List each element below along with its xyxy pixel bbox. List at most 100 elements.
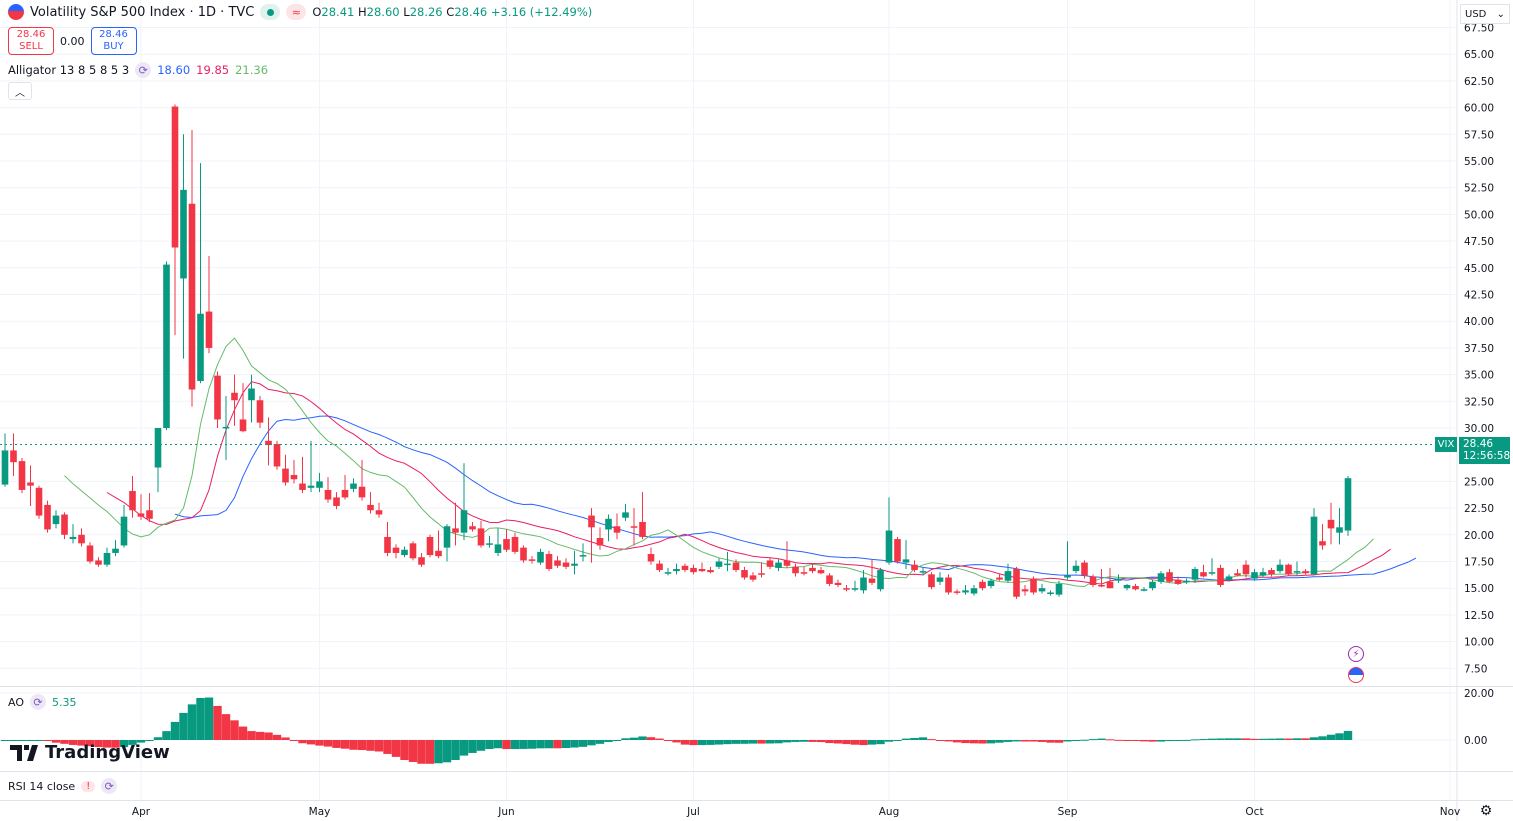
ao-bar [43, 740, 52, 741]
candle-body [52, 515, 60, 525]
candle-body [265, 440, 272, 446]
buy-label: BUY [103, 41, 124, 52]
collapse-legend-button[interactable]: ︿ [8, 82, 32, 100]
candle-body [707, 570, 714, 573]
loading-cycle-icon: ⟳ [30, 694, 46, 710]
candle-body [86, 545, 94, 562]
ao-bar [578, 740, 588, 747]
ao-bar [196, 697, 205, 740]
ao-bar [935, 740, 945, 741]
last-price: 28.46 [1463, 438, 1494, 450]
ao-bar [1097, 738, 1106, 740]
ao-bar [1012, 740, 1021, 742]
ao-legend[interactable]: AO ⟳ 5.35 [8, 694, 77, 710]
market-open-icon[interactable] [260, 4, 281, 20]
candle-body [1344, 478, 1352, 531]
ao-bar [187, 704, 197, 740]
ao-bar [663, 740, 673, 741]
price-tick-label: 42.50 [1464, 290, 1494, 302]
candle-body [596, 538, 604, 546]
ao-bar [1037, 740, 1047, 742]
us-flag-icon [8, 4, 24, 20]
ao-bar [153, 737, 163, 740]
price-tick-label: 20.00 [1464, 530, 1494, 542]
currency-select[interactable]: USD ⌄ [1460, 4, 1510, 24]
candle-body [843, 588, 850, 590]
price-tick-label: 7.50 [1464, 663, 1487, 675]
candle-body [205, 311, 213, 348]
time-tick-label: Oct [1245, 806, 1263, 818]
ao-bar [859, 740, 868, 746]
candle-body [605, 518, 612, 530]
ao-bar [1046, 740, 1055, 743]
candle-body [894, 539, 901, 562]
candle-body [715, 561, 723, 567]
candle-body [392, 547, 400, 553]
candle-body [27, 482, 34, 486]
candle-body [1013, 568, 1020, 597]
candle-body [571, 563, 578, 566]
ao-bar [1105, 739, 1115, 741]
settings-gear-icon[interactable]: ⚙ [1479, 803, 1493, 819]
ao-bar [714, 740, 724, 745]
us-economic-event-icon[interactable] [1348, 667, 1364, 683]
candle-body [384, 536, 391, 553]
candle-body [979, 581, 986, 589]
candle-body [1242, 564, 1250, 575]
candle-body [146, 510, 153, 519]
candle-body [418, 557, 425, 565]
candle-body [1234, 573, 1241, 576]
ao-bar [26, 740, 35, 741]
grid [0, 0, 1457, 800]
ao-bar [765, 740, 775, 744]
ao-bar [85, 740, 95, 747]
rsi-legend[interactable]: RSI 14 close ! ⟳ [8, 778, 118, 794]
ao-bar [332, 740, 341, 748]
ao-bar [527, 740, 537, 749]
buy-button[interactable]: 28.46 BUY [90, 27, 137, 55]
alligator-legend[interactable]: Alligator 13 8 5 8 5 3 ⟳ 18.60 19.85 21.… [8, 62, 268, 78]
ao-bar [833, 740, 843, 744]
alligator-label[interactable]: Alligator 13 8 5 8 5 3 [8, 63, 130, 77]
low-value: 28.26 [409, 5, 443, 19]
ao-bar [111, 740, 120, 748]
ao-bar [289, 740, 299, 741]
warning-icon[interactable]: ! [81, 780, 96, 792]
ao-bar [655, 738, 664, 740]
ao-bar [544, 740, 554, 749]
ao-bar [68, 740, 78, 745]
ao-bar [995, 740, 1004, 743]
ao-bar [383, 740, 392, 754]
candle-body [588, 515, 595, 528]
sell-button[interactable]: 28.46 SELL [8, 27, 54, 55]
ao-bar [1139, 740, 1149, 742]
price-tick-label: 62.50 [1464, 76, 1494, 88]
ao-label[interactable]: AO [8, 695, 24, 709]
price-tick-label: 25.00 [1464, 476, 1494, 488]
candle-body [1200, 572, 1207, 577]
lightning-event-icon[interactable]: ⚡ [1348, 646, 1364, 662]
candle-body [996, 577, 1003, 580]
ao-bar [808, 740, 817, 742]
candle-body [936, 577, 944, 582]
ao-bar [238, 726, 248, 740]
open-label: O [312, 5, 322, 19]
ao-bar [442, 740, 452, 763]
teeth-value: 19.85 [196, 63, 230, 77]
delayed-data-icon[interactable]: ≈ [286, 4, 307, 20]
price-tick-label: 47.50 [1464, 236, 1494, 248]
rsi-label[interactable]: RSI 14 close [8, 779, 76, 793]
tradingview-logo[interactable]: TradingView [10, 742, 170, 763]
ao-bar [629, 737, 639, 740]
candle-body [1123, 584, 1131, 589]
candle-body [375, 510, 383, 515]
candle-body [1225, 576, 1233, 580]
symbol-title[interactable]: Volatility S&P 500 Index · 1D · TVC [30, 4, 255, 20]
ao-bar [961, 740, 970, 744]
ao-bar [1054, 740, 1064, 743]
candle-body [1208, 572, 1216, 574]
candle-body [911, 564, 918, 571]
ao-value: 5.35 [52, 695, 77, 709]
symbol-legend: Volatility S&P 500 Index · 1D · TVC ≈ O 2… [8, 4, 592, 20]
